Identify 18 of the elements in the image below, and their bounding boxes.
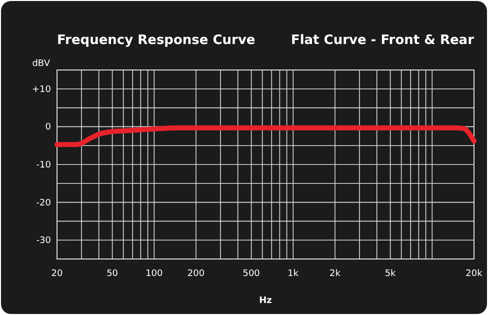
y-tick-label: -10 xyxy=(36,160,52,170)
x-axis-title: Hz xyxy=(259,296,272,306)
x-tick-label: 500 xyxy=(242,269,260,279)
x-tick-label: 100 xyxy=(146,269,164,279)
x-tick-label: 20 xyxy=(51,269,63,279)
y-tick-label: -30 xyxy=(36,236,52,246)
chart-title: Frequency Response Curve xyxy=(57,33,256,48)
x-tick-label: 20k xyxy=(466,269,484,279)
x-tick-label: 50 xyxy=(106,269,118,279)
y-tick-label: 0 xyxy=(45,122,52,133)
y-tick-label: +10 xyxy=(32,84,52,95)
x-tick-label: 1k xyxy=(288,269,300,279)
y-axis-title: dBV xyxy=(32,59,51,69)
chart-subtitle: Flat Curve - Front & Rear xyxy=(290,33,475,48)
x-tick-label: 5k xyxy=(384,269,397,279)
x-tick-label: 200 xyxy=(187,269,205,279)
y-tick-label: -20 xyxy=(36,198,52,208)
x-tick-label: 2k xyxy=(330,269,342,279)
